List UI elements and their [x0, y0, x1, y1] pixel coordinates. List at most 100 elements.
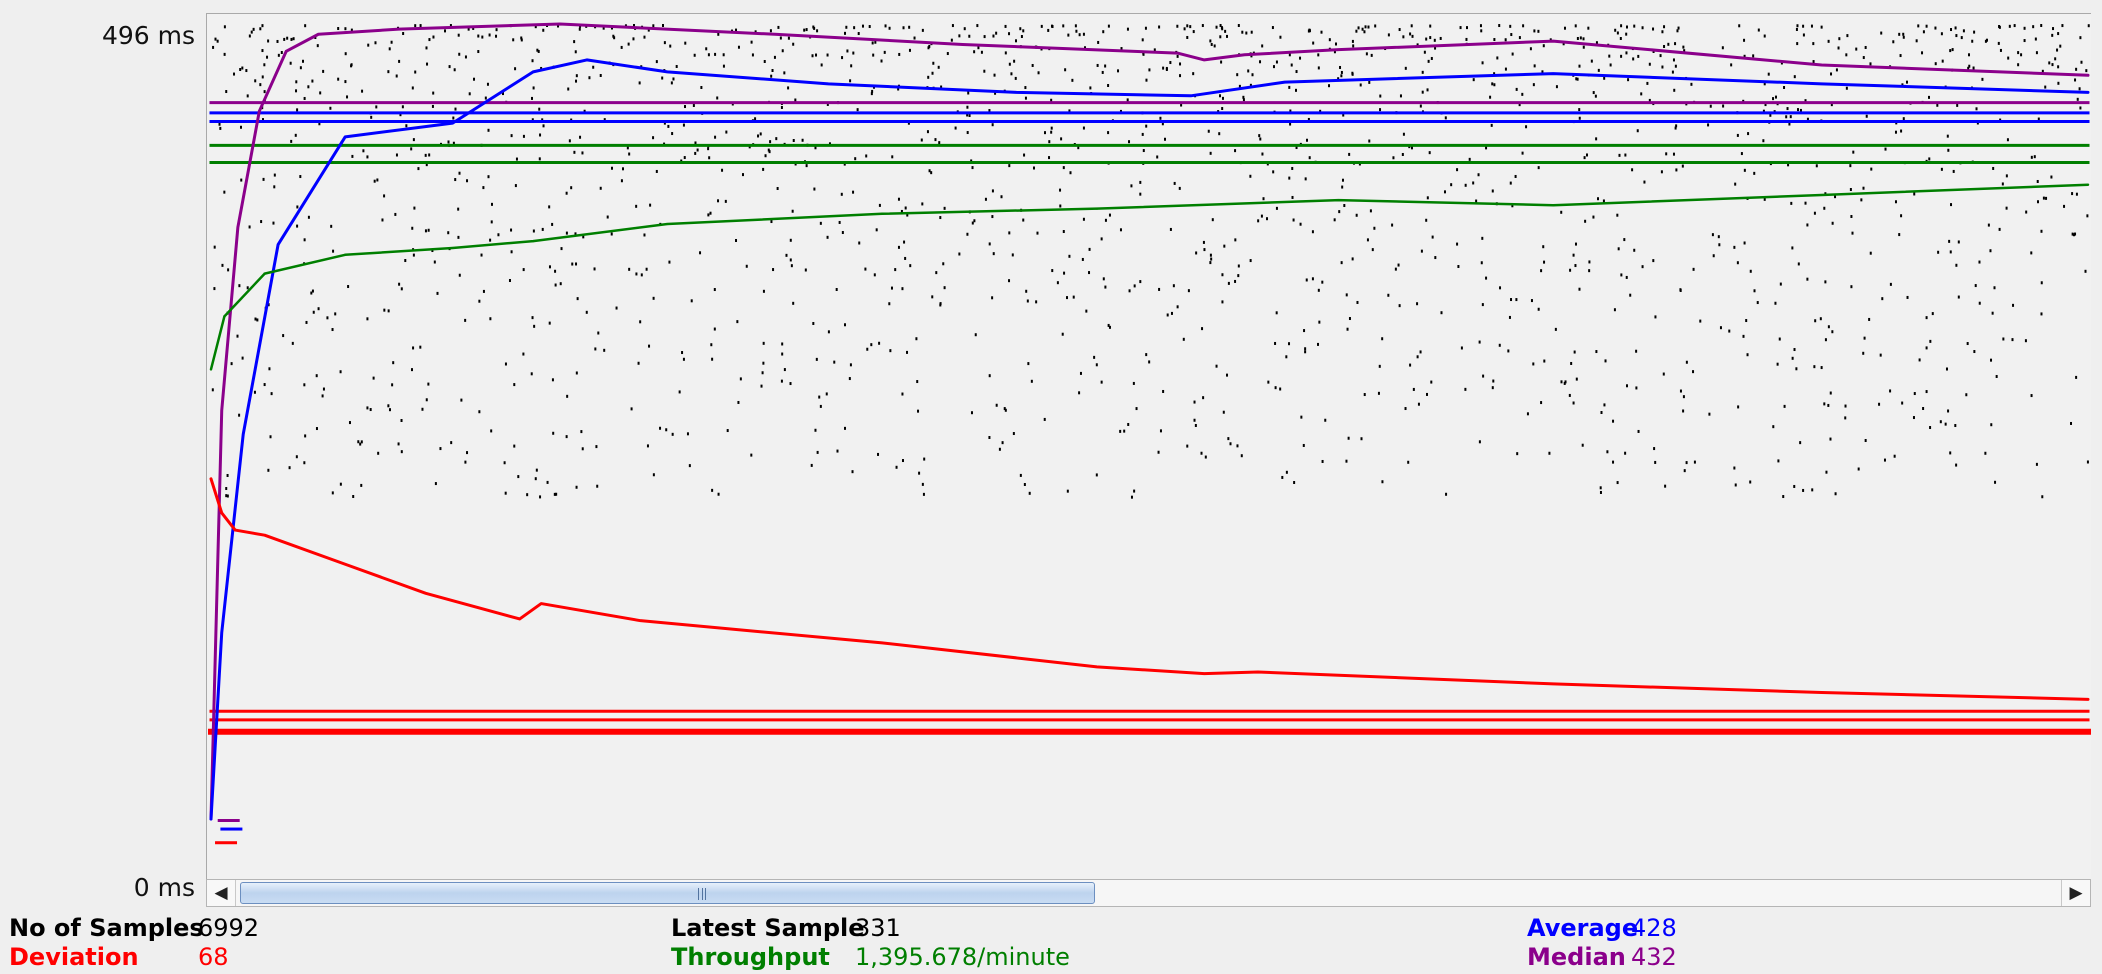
sample-point	[884, 24, 887, 28]
samples-label: No of Samples	[9, 914, 204, 942]
sample-point	[1141, 132, 1144, 136]
sample-point	[223, 52, 226, 56]
sample-point	[1637, 429, 1640, 433]
sample-point	[1592, 91, 1595, 95]
sample-point	[466, 179, 469, 183]
sample-point	[1272, 65, 1275, 69]
sample-point	[1343, 204, 1346, 208]
sample-point	[1563, 26, 1566, 30]
sample-point	[1144, 26, 1147, 30]
sample-point	[1220, 60, 1223, 64]
sample-point	[472, 26, 475, 30]
sample-point	[548, 265, 551, 269]
sample-point	[1595, 41, 1598, 45]
sample-point	[1829, 391, 1832, 395]
sample-point	[1974, 284, 1977, 288]
median-point	[220, 409, 223, 412]
sample-point	[344, 27, 347, 31]
sample-point	[1526, 412, 1529, 416]
sample-point	[991, 189, 994, 193]
sample-point	[2080, 60, 2083, 64]
sample-point	[717, 492, 720, 496]
sample-point	[1852, 150, 1855, 154]
sample-point	[1489, 95, 1492, 99]
sample-point	[639, 320, 642, 324]
sample-point	[261, 24, 264, 28]
sample-point	[1088, 271, 1091, 275]
arrow-right-icon[interactable]: ▶	[2061, 880, 2090, 906]
sample-point	[890, 286, 893, 290]
sample-point	[1373, 226, 1376, 230]
sample-point	[1548, 451, 1551, 455]
sample-point	[1499, 286, 1502, 290]
sample-point	[1693, 460, 1696, 464]
sample-point	[1884, 147, 1887, 151]
sample-point	[307, 85, 310, 89]
sample-point	[1957, 240, 1960, 244]
sample-point	[708, 156, 711, 160]
sample-point	[1223, 244, 1226, 248]
sample-point	[724, 199, 727, 203]
sample-point	[1031, 63, 1034, 67]
sample-point	[1130, 495, 1133, 499]
sample-point	[918, 471, 921, 475]
sample-point	[1419, 350, 1422, 354]
sample-point	[849, 79, 852, 83]
sample-point	[362, 149, 365, 153]
sample-point	[402, 32, 405, 36]
deviation-point	[1820, 691, 1823, 694]
sample-point	[531, 316, 534, 320]
sample-point	[1285, 355, 1288, 359]
sample-point	[303, 96, 306, 100]
sample-point	[568, 139, 571, 143]
sample-point	[413, 206, 416, 210]
sample-point	[1967, 66, 1970, 70]
sample-point	[1682, 45, 1685, 49]
sample-point	[304, 24, 307, 28]
sample-point	[1762, 109, 1765, 113]
sample-point	[2033, 155, 2036, 159]
arrow-left-icon[interactable]: ◀	[207, 880, 236, 906]
sample-point	[1811, 488, 1814, 492]
sample-point	[1676, 29, 1679, 33]
sample-point	[1863, 336, 1866, 340]
sample-point	[966, 113, 969, 117]
sample-point	[652, 24, 655, 28]
sample-point	[263, 383, 266, 387]
sample-point	[1261, 44, 1264, 48]
horizontal-scrollbar[interactable]: ◀ ▶	[206, 879, 2091, 907]
sample-point	[565, 435, 568, 439]
sample-point	[973, 219, 976, 223]
sample-point	[971, 221, 974, 225]
sample-point	[895, 465, 898, 469]
sample-point	[762, 341, 765, 345]
sample-point	[295, 455, 298, 459]
sample-point	[1734, 483, 1737, 487]
sample-point	[1491, 386, 1494, 390]
sample-point	[1749, 269, 1752, 273]
sample-point	[678, 390, 681, 394]
sample-point	[787, 36, 790, 40]
sample-point	[991, 215, 994, 219]
sample-point	[1318, 320, 1321, 324]
sample-point	[1101, 70, 1104, 74]
sample-point	[1456, 168, 1459, 172]
sample-point	[1267, 380, 1270, 384]
sample-point	[768, 150, 771, 154]
sample-point	[820, 63, 823, 67]
sample-point	[667, 124, 670, 128]
sample-point	[846, 49, 849, 53]
sample-point	[316, 44, 319, 48]
sample-point	[246, 94, 249, 98]
sample-point	[487, 175, 490, 179]
sample-point	[1048, 156, 1051, 160]
sample-point	[931, 295, 934, 299]
sample-point	[2020, 53, 2023, 57]
sample-point	[1193, 418, 1196, 422]
scroll-thumb[interactable]	[240, 882, 1095, 904]
sample-point	[1258, 134, 1261, 138]
sample-point	[1574, 242, 1577, 246]
sample-point	[1082, 217, 1085, 221]
sample-point	[296, 224, 299, 228]
sample-point	[1123, 429, 1126, 433]
